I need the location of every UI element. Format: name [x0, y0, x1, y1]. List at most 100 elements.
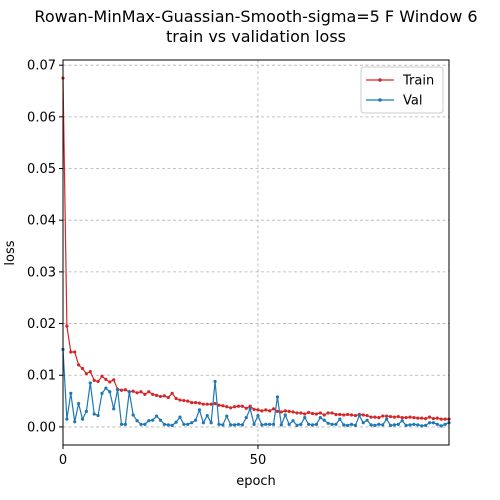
y-tick-label-3: 0.03 [27, 265, 56, 280]
data-point-train [147, 390, 150, 393]
data-point-val [350, 423, 353, 426]
data-point-train [354, 414, 357, 417]
data-point-train [369, 415, 372, 418]
data-point-val [416, 423, 419, 426]
y-axis-label: loss [3, 240, 18, 265]
data-point-val [178, 415, 181, 418]
data-point-val [65, 418, 68, 421]
x-tick-label-0: 0 [59, 453, 67, 468]
data-point-train [377, 416, 380, 419]
data-point-train [233, 405, 236, 408]
data-point-val [124, 423, 127, 426]
data-point-val [252, 423, 255, 426]
data-point-val [186, 423, 189, 426]
data-point-train [89, 370, 92, 373]
data-point-val [171, 424, 174, 427]
data-point-val [334, 423, 337, 426]
data-point-val [241, 423, 244, 426]
data-point-val [323, 419, 326, 422]
data-point-train [362, 413, 365, 416]
data-point-train [401, 416, 404, 419]
data-point-train [229, 406, 232, 409]
data-point-train [366, 414, 369, 417]
y-tick-label-4: 0.04 [27, 214, 56, 229]
data-point-val [151, 419, 154, 422]
data-point-train [135, 391, 138, 394]
data-point-train [167, 396, 170, 399]
legend-label-train: Train [402, 74, 434, 89]
series-val [61, 348, 450, 428]
data-point-train [444, 418, 447, 421]
data-point-train [389, 415, 392, 418]
y-tick-label-1: 0.01 [27, 369, 56, 384]
data-point-val [284, 413, 287, 416]
data-point-val [420, 424, 423, 427]
data-point-train [420, 417, 423, 420]
series-line-train [63, 78, 449, 419]
y-tick-label-5: 0.05 [27, 162, 56, 177]
data-point-train [260, 409, 263, 412]
y-tick-label-2: 0.02 [27, 317, 56, 332]
data-point-train [182, 399, 185, 402]
data-point-train [65, 325, 68, 328]
data-point-val [213, 380, 216, 383]
data-point-val [412, 423, 415, 426]
data-point-val [112, 407, 115, 410]
y-tick-label-6: 0.06 [27, 110, 56, 125]
chart-title-line-1: Rowan-MinMax-Guassian-Smooth-sigma=5 F W… [34, 7, 477, 26]
data-point-train [237, 405, 240, 408]
data-point-train [213, 402, 216, 405]
data-point-val [303, 416, 306, 419]
data-point-val [377, 423, 380, 426]
data-point-train [373, 415, 376, 418]
data-point-val [77, 402, 80, 405]
data-point-val [249, 407, 252, 410]
data-point-val [346, 424, 349, 427]
data-point-train [73, 350, 76, 353]
data-point-val [432, 421, 435, 424]
data-point-val [288, 423, 291, 426]
data-point-train [77, 363, 80, 366]
data-point-val [428, 421, 431, 424]
data-point-train [124, 388, 127, 391]
data-point-val [155, 414, 158, 417]
data-point-val [315, 423, 318, 426]
data-point-train [93, 379, 96, 382]
data-point-val [104, 387, 107, 390]
data-point-val [217, 423, 220, 426]
data-point-train [81, 367, 84, 370]
data-point-train [178, 398, 181, 401]
data-point-val [163, 423, 166, 426]
data-point-val [311, 423, 314, 426]
data-point-val [256, 414, 259, 417]
data-point-train [151, 393, 154, 396]
data-point-val [245, 416, 248, 419]
series-line-val [63, 349, 449, 425]
data-point-val [69, 392, 72, 395]
grid [63, 60, 449, 445]
data-point-val [424, 424, 427, 427]
data-point-train [338, 413, 341, 416]
data-point-train [334, 413, 337, 416]
data-point-val [299, 423, 302, 426]
data-point-val [338, 418, 341, 421]
data-point-train [143, 393, 146, 396]
data-point-train [155, 394, 158, 397]
chart-title-line-2: train vs validation loss [166, 27, 346, 46]
data-point-val [100, 392, 103, 395]
legend: Train Val [361, 67, 443, 113]
data-point-train [186, 399, 189, 402]
data-point-train [241, 405, 244, 408]
data-point-val [408, 423, 411, 426]
data-point-val [358, 414, 361, 417]
data-point-val [389, 424, 392, 427]
data-point-val [73, 420, 76, 423]
data-point-val [182, 423, 185, 426]
data-point-val [159, 419, 162, 422]
data-point-val [147, 419, 150, 422]
data-point-train [96, 380, 99, 383]
data-point-val [381, 423, 384, 426]
data-point-train [393, 415, 396, 418]
data-point-val [143, 423, 146, 426]
data-point-val [354, 424, 357, 427]
